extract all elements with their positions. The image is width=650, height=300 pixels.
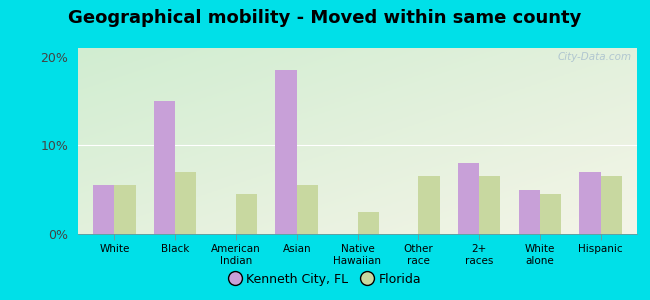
- Bar: [276, 70, 297, 234]
- Bar: [176, 172, 196, 234]
- Bar: [579, 172, 601, 234]
- Legend: Kenneth City, FL, Florida: Kenneth City, FL, Florida: [224, 268, 426, 291]
- Bar: [114, 185, 136, 234]
- Bar: [540, 194, 561, 234]
- Text: City-Data.com: City-Data.com: [557, 52, 631, 62]
- Bar: [93, 185, 114, 234]
- Bar: [418, 176, 439, 234]
- Bar: [358, 212, 379, 234]
- Bar: [479, 176, 501, 234]
- Bar: [519, 190, 540, 234]
- Bar: [236, 194, 257, 234]
- Bar: [458, 163, 479, 234]
- Bar: [297, 185, 318, 234]
- Bar: [154, 101, 176, 234]
- Bar: [601, 176, 622, 234]
- Text: Geographical mobility - Moved within same county: Geographical mobility - Moved within sam…: [68, 9, 582, 27]
